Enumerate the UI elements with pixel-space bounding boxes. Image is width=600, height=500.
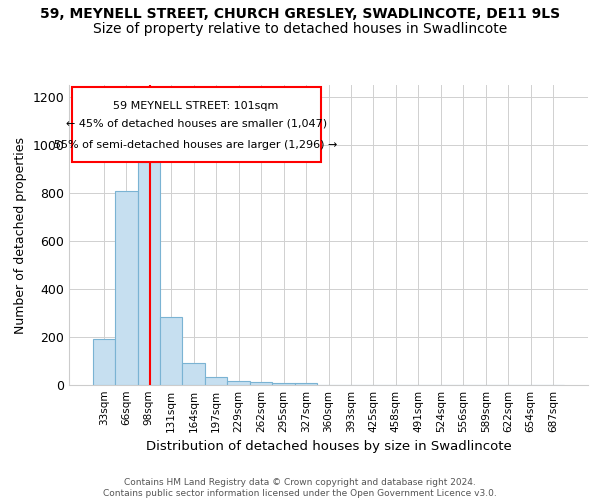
Text: Contains HM Land Registry data © Crown copyright and database right 2024.
Contai: Contains HM Land Registry data © Crown c… [103, 478, 497, 498]
Bar [227, 380, 250, 385]
Text: 59 MEYNELL STREET: 101sqm: 59 MEYNELL STREET: 101sqm [113, 101, 279, 111]
Y-axis label: Number of detached properties: Number of detached properties [14, 136, 27, 334]
X-axis label: Distribution of detached houses by size in Swadlincote: Distribution of detached houses by size … [146, 440, 511, 454]
Text: 59, MEYNELL STREET, CHURCH GRESLEY, SWADLINCOTE, DE11 9LS: 59, MEYNELL STREET, CHURCH GRESLEY, SWAD… [40, 8, 560, 22]
Bar [250, 382, 272, 385]
Bar [182, 364, 205, 385]
Bar [205, 376, 227, 385]
Text: ← 45% of detached houses are smaller (1,047): ← 45% of detached houses are smaller (1,… [65, 119, 327, 129]
Bar [272, 382, 295, 385]
Bar [115, 190, 137, 385]
Bar [92, 340, 115, 385]
FancyBboxPatch shape [71, 86, 321, 162]
Bar [295, 382, 317, 385]
Text: Size of property relative to detached houses in Swadlincote: Size of property relative to detached ho… [93, 22, 507, 36]
Bar [137, 162, 160, 385]
Text: 55% of semi-detached houses are larger (1,296) →: 55% of semi-detached houses are larger (… [55, 140, 338, 150]
Bar [160, 316, 182, 385]
